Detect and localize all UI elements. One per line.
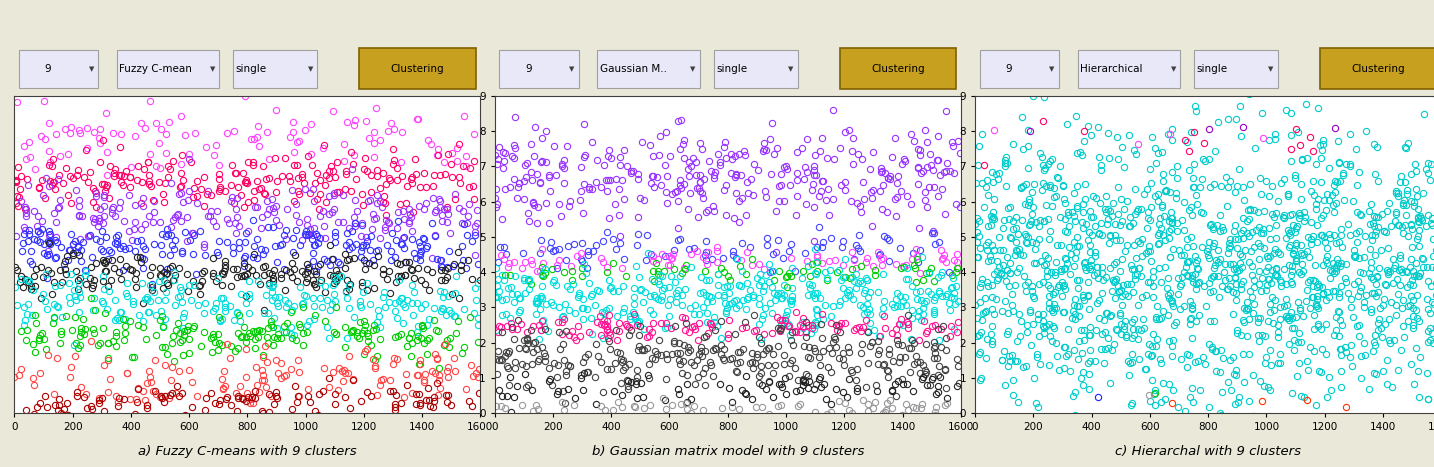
FancyBboxPatch shape (979, 50, 1058, 88)
Text: 9: 9 (525, 64, 532, 74)
FancyBboxPatch shape (118, 50, 219, 88)
FancyBboxPatch shape (19, 50, 99, 88)
Text: Hierarchical: Hierarchical (1080, 64, 1143, 74)
Text: c) Hierarchal with 9 clusters: c) Hierarchal with 9 clusters (1116, 445, 1301, 458)
Text: ▼: ▼ (89, 66, 93, 72)
FancyBboxPatch shape (1195, 50, 1278, 88)
FancyBboxPatch shape (839, 49, 956, 89)
Text: ▼: ▼ (308, 66, 313, 72)
Text: Clustering: Clustering (390, 64, 445, 74)
Text: single: single (235, 64, 267, 74)
Text: ▼: ▼ (569, 66, 574, 72)
Text: 9: 9 (44, 64, 52, 74)
Text: Gaussian M..: Gaussian M.. (599, 64, 667, 74)
FancyBboxPatch shape (714, 50, 797, 88)
Text: ▼: ▼ (209, 66, 215, 72)
Text: Clustering: Clustering (1351, 64, 1405, 74)
Text: single: single (1196, 64, 1228, 74)
FancyBboxPatch shape (1319, 49, 1434, 89)
Text: 9: 9 (1005, 64, 1012, 74)
Text: single: single (716, 64, 747, 74)
FancyBboxPatch shape (234, 50, 317, 88)
FancyBboxPatch shape (358, 49, 476, 89)
FancyBboxPatch shape (499, 50, 578, 88)
Text: a) Fuzzy C-means with 9 clusters: a) Fuzzy C-means with 9 clusters (138, 445, 357, 458)
FancyBboxPatch shape (597, 50, 700, 88)
Text: Fuzzy C-mean: Fuzzy C-mean (119, 64, 192, 74)
Text: ▼: ▼ (1170, 66, 1176, 72)
FancyBboxPatch shape (1078, 50, 1180, 88)
Text: Clustering: Clustering (870, 64, 925, 74)
Text: ▼: ▼ (1050, 66, 1054, 72)
Text: ▼: ▼ (1269, 66, 1273, 72)
Text: ▼: ▼ (789, 66, 793, 72)
Text: b) Gaussian matrix model with 9 clusters: b) Gaussian matrix model with 9 clusters (592, 445, 863, 458)
Text: ▼: ▼ (690, 66, 695, 72)
